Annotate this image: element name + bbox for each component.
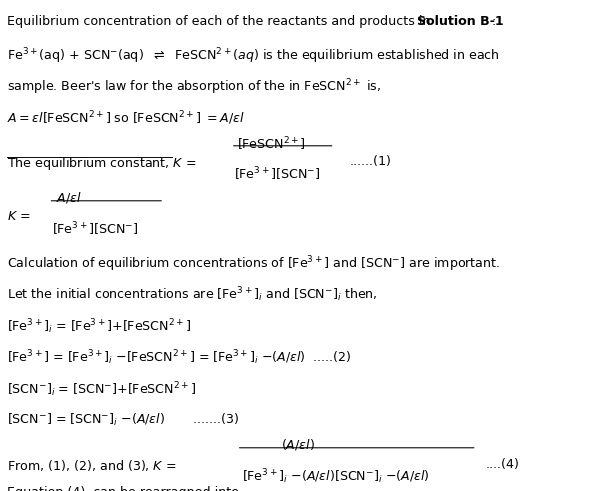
Text: $K$ =: $K$ = (7, 210, 32, 222)
Text: ......(1): ......(1) (349, 155, 391, 167)
Text: $A = \varepsilon l$[FeSCN$^{2+}$] so [FeSCN$^{2+}$] $= A / \varepsilon l$: $A = \varepsilon l$[FeSCN$^{2+}$] so [Fe… (7, 109, 245, 127)
Text: [SCN$^{-}$]$_i$ = [SCN$^{-}$]+[FeSCN$^{2+}$]: [SCN$^{-}$]$_i$ = [SCN$^{-}$]+[FeSCN$^{2… (7, 380, 196, 399)
Text: From, (1), (2), and (3), $K$ =: From, (1), (2), and (3), $K$ = (7, 458, 178, 473)
Text: Solution B-1: Solution B-1 (417, 15, 504, 27)
Text: Equilibrium concentration of each of the reactants and products in: Equilibrium concentration of each of the… (7, 15, 435, 27)
Text: [FeSCN$^{2+}$]: [FeSCN$^{2+}$] (237, 135, 305, 153)
Text: sample. Beer's law for the absorption of the in FeSCN$^{2+}$ is,: sample. Beer's law for the absorption of… (7, 78, 381, 97)
Text: [Fe$^{3+}$]$_i$ = [Fe$^{3+}$]+[FeSCN$^{2+}$]: [Fe$^{3+}$]$_i$ = [Fe$^{3+}$]+[FeSCN$^{2… (7, 317, 191, 336)
Text: [Fe$^{3+}$][SCN$^{-}$]: [Fe$^{3+}$][SCN$^{-}$] (52, 220, 138, 238)
Text: [Fe$^{3+}$]$_i$ $-(A/\varepsilon l)$[SCN$^{-}$]$_i$ $-(A/\varepsilon l)$: [Fe$^{3+}$]$_i$ $-(A/\varepsilon l)$[SCN… (242, 467, 429, 486)
Text: $(A/\varepsilon l)$: $(A/\varepsilon l)$ (281, 437, 315, 452)
Text: Equation (4), can be rearragned into,: Equation (4), can be rearragned into, (7, 486, 243, 491)
Text: :: : (491, 15, 496, 27)
Text: [Fe$^{3+}$] = [Fe$^{3+}$]$_i$ $-$[FeSCN$^{2+}$] = [Fe$^{3+}$]$_i$ $-(A/\varepsil: [Fe$^{3+}$] = [Fe$^{3+}$]$_i$ $-$[FeSCN$… (7, 349, 352, 367)
Text: Let the initial concentrations are [Fe$^{3+}$]$_i$ and [SCN$^{-}$]$_i$ then,: Let the initial concentrations are [Fe$^… (7, 286, 378, 304)
Text: The equilibrium constant, $K$ =: The equilibrium constant, $K$ = (7, 155, 198, 172)
Text: [SCN$^{-}$] = [SCN$^{-}$]$_i$ $-(A/\varepsilon l)$       .......(3): [SCN$^{-}$] = [SCN$^{-}$]$_i$ $-(A/\vare… (7, 411, 239, 428)
Text: ....(4): ....(4) (485, 458, 519, 470)
Text: Calculation of equilibrium concentrations of [Fe$^{3+}$] and [SCN$^{-}$] are imp: Calculation of equilibrium concentration… (7, 254, 500, 274)
Text: $A / \varepsilon l$: $A / \varepsilon l$ (56, 190, 82, 205)
Text: Fe$^{3+}$(aq) + SCN$^{-}$(aq)  $\rightleftharpoons$  FeSCN$^{2+}$($aq$) is the e: Fe$^{3+}$(aq) + SCN$^{-}$(aq) $\rightlef… (7, 46, 500, 66)
Text: [Fe$^{3+}$][SCN$^{-}$]: [Fe$^{3+}$][SCN$^{-}$] (234, 165, 320, 183)
